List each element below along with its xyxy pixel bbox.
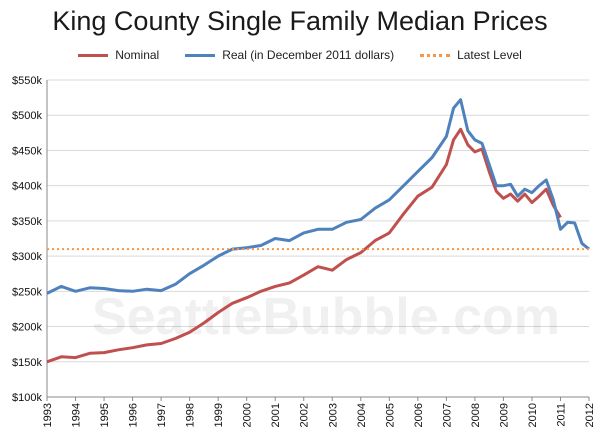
- x-tick-label: 1993: [42, 403, 54, 427]
- y-tick-label: $150k: [12, 357, 42, 369]
- legend-swatch-latest: [420, 53, 451, 57]
- legend-item-nominal: Nominal: [78, 48, 159, 62]
- x-tick-label: 2005: [384, 403, 396, 427]
- legend-item-real: Real (in December 2011 dollars): [185, 48, 394, 62]
- x-tick-label: 1995: [99, 403, 111, 427]
- x-tick-label: 2003: [327, 403, 339, 427]
- x-tick-label: 2010: [527, 403, 539, 427]
- x-tick-label: 1994: [71, 403, 83, 427]
- y-tick-label: $250k: [12, 286, 42, 298]
- legend-label-latest: Latest Level: [457, 48, 522, 62]
- legend-swatch-nominal: [78, 53, 109, 57]
- watermark: SeattleBubble.com: [92, 288, 560, 346]
- y-tick-label: $350k: [12, 216, 42, 228]
- y-tick-label: $550k: [12, 75, 42, 87]
- legend-label-real: Real (in December 2011 dollars): [222, 48, 395, 62]
- x-tick-label: 2012: [584, 403, 596, 427]
- y-tick-label: $450k: [12, 145, 42, 157]
- series-nominal-line: [46, 127, 562, 364]
- chart-title: King County Single Family Median Prices: [52, 6, 548, 36]
- x-tick-label: 2000: [242, 403, 254, 427]
- x-tick-label: 1999: [213, 403, 225, 427]
- y-tick-label: $400k: [12, 181, 42, 193]
- legend-item-latest: Latest Level: [420, 48, 522, 62]
- y-tick-label: $200k: [12, 322, 42, 334]
- x-tick-label: 1998: [185, 403, 197, 427]
- y-tick-label: $100k: [12, 392, 42, 404]
- x-tick-label: 2002: [299, 403, 311, 427]
- x-tick-label: 2001: [270, 403, 282, 427]
- legend-label-nominal: Nominal: [115, 48, 160, 62]
- x-tick-label: 2007: [441, 403, 453, 427]
- x-tick-label: 1996: [128, 403, 140, 427]
- x-tick-label: 2004: [356, 403, 368, 427]
- legend: Nominal Real (in December 2011 dollars) …: [0, 48, 600, 62]
- y-tick-label: $300k: [12, 251, 42, 263]
- series-real-line: [46, 98, 590, 295]
- x-tick-label: 2008: [470, 403, 482, 427]
- y-tick-label: $500k: [12, 110, 42, 122]
- x-tick-label: 2009: [498, 403, 510, 427]
- x-tick-label: 2011: [555, 403, 567, 427]
- x-tick-label: 1997: [156, 403, 168, 427]
- x-tick-label: 2006: [413, 403, 425, 427]
- legend-swatch-real: [185, 53, 216, 57]
